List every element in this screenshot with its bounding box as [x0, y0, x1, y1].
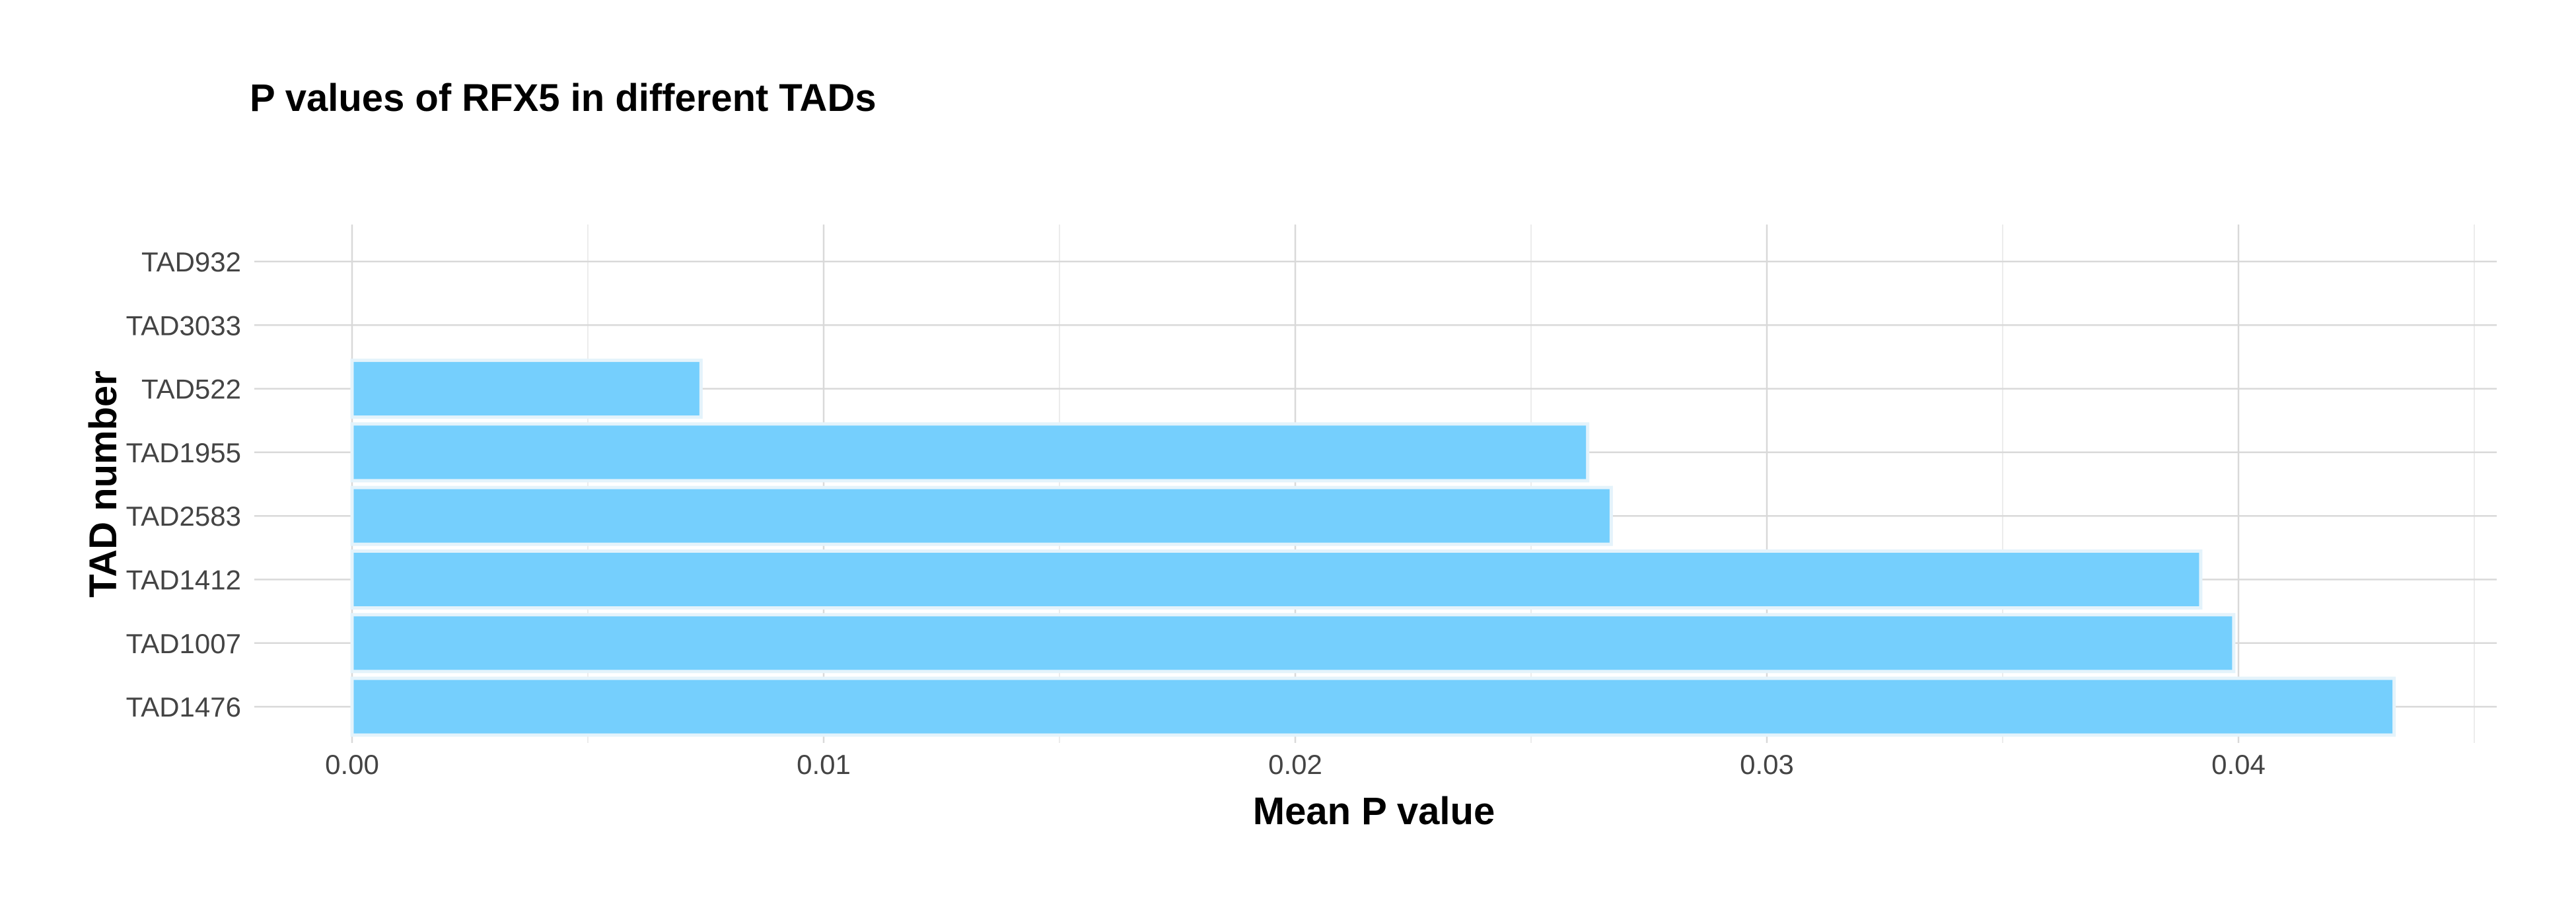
bar-tad1955	[350, 422, 1590, 483]
y-tick-label: TAD932	[141, 246, 241, 277]
y-tick-label: TAD3033	[126, 310, 241, 341]
bar-tad1476	[350, 676, 2396, 737]
y-tick-label: TAD1955	[126, 437, 241, 468]
bar-tad1007	[350, 613, 2236, 674]
y-tick-label: TAD1476	[126, 691, 241, 722]
y-tick-label: TAD1412	[126, 565, 241, 596]
bars-layer	[350, 359, 2396, 737]
x-axis-title: Mean P value	[1253, 790, 1495, 833]
x-tick-label: 0.02	[1268, 749, 1322, 780]
y-tick-label: TAD1007	[126, 628, 241, 659]
x-tick-label: 0.00	[325, 749, 379, 780]
x-tick-label: 0.01	[797, 749, 851, 780]
y-tick-label: TAD522	[141, 374, 241, 405]
bar-tad1412	[350, 549, 2203, 610]
bar-tad2583	[350, 485, 1613, 546]
x-axis-tick-labels: 0.00 0.01 0.02 0.03 0.04	[325, 749, 2266, 780]
y-axis-tick-labels: TAD932 TAD3033 TAD522 TAD1955 TAD2583 TAD1412…	[126, 246, 241, 722]
chart-title: P values of RFX5 in different TADs	[250, 77, 877, 120]
x-tick-label: 0.04	[2211, 749, 2266, 780]
x-tick-label: 0.03	[1740, 749, 1794, 780]
bar-tad522	[350, 359, 703, 419]
y-tick-label: TAD2583	[126, 501, 241, 532]
y-axis-title: TAD number	[82, 370, 125, 598]
